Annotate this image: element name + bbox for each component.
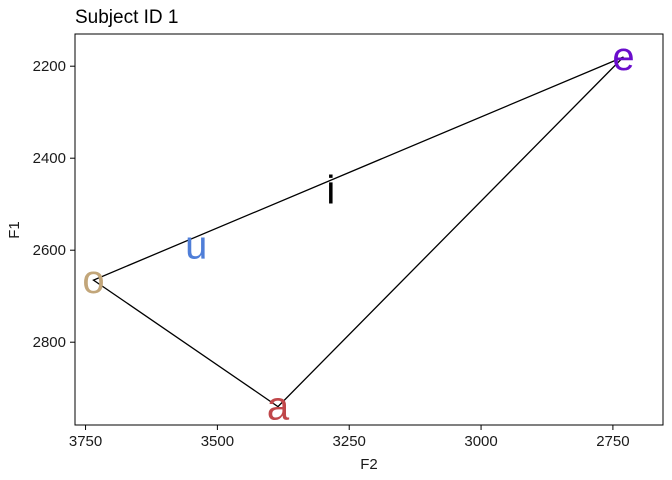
chart-title: Subject ID 1: [75, 7, 179, 28]
x-axis-title: F2: [360, 456, 378, 473]
vowel-point-e: e: [612, 35, 634, 79]
y-tick-label: 2600: [33, 242, 66, 259]
y-axis: 2200 2400 2600 2800: [33, 58, 75, 351]
vowel-triangle: [92, 56, 624, 408]
y-tick-label: 2800: [33, 334, 66, 351]
x-tick-label: 3750: [69, 433, 102, 450]
vowel-point-o: o: [82, 258, 104, 302]
plot-frame: [74, 33, 664, 426]
vowel-point-a: a: [267, 385, 290, 429]
vowel-point-i: i: [326, 168, 335, 212]
x-axis: 3750 3500 3250 3000 2750: [69, 425, 630, 450]
y-tick-label: 2400: [33, 150, 66, 167]
x-tick-label: 3250: [333, 433, 366, 450]
vowel-point-u: u: [185, 224, 207, 268]
x-tick-label: 3000: [464, 433, 497, 450]
x-tick-label: 2750: [596, 433, 629, 450]
point-layer: e i u o a: [82, 35, 634, 429]
y-tick-label: 2200: [33, 58, 66, 75]
x-tick-label: 3500: [201, 433, 234, 450]
y-axis-title: F1: [6, 221, 23, 239]
polygon-layer: [92, 56, 624, 408]
